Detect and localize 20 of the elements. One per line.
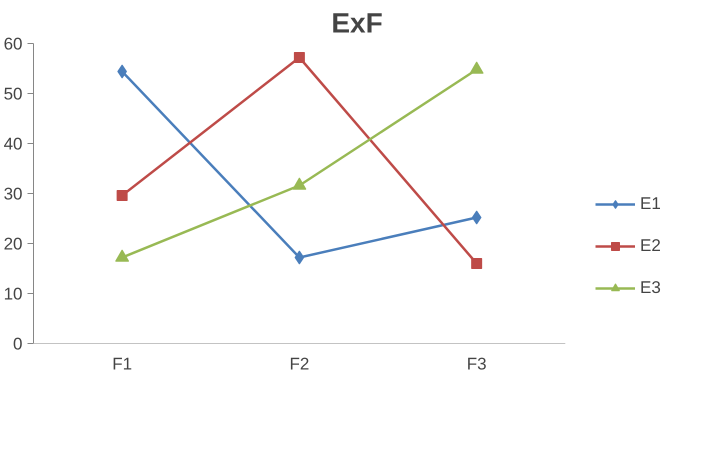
y-tick-label: 40 (4, 134, 23, 154)
x-tick-label: F1 (112, 354, 132, 374)
y-tick-label: 60 (4, 34, 23, 54)
point (472, 210, 482, 224)
y-tick-label: 10 (4, 284, 23, 304)
y-tick-label: 50 (4, 84, 23, 104)
legend-label: E1 (640, 194, 661, 214)
point (116, 190, 128, 201)
point (294, 250, 304, 264)
x-tick-label: F2 (289, 354, 310, 374)
chart-title: ExF (331, 8, 383, 38)
y-tick-label: 0 (13, 334, 23, 354)
point (117, 64, 127, 78)
point (471, 258, 482, 269)
y-tick-label: 30 (4, 184, 23, 204)
x-tick-label: F3 (466, 354, 487, 374)
legend-label: E2 (640, 236, 661, 256)
legend-label: E3 (640, 278, 661, 298)
y-tick-label: 20 (4, 234, 23, 254)
point (294, 52, 305, 63)
